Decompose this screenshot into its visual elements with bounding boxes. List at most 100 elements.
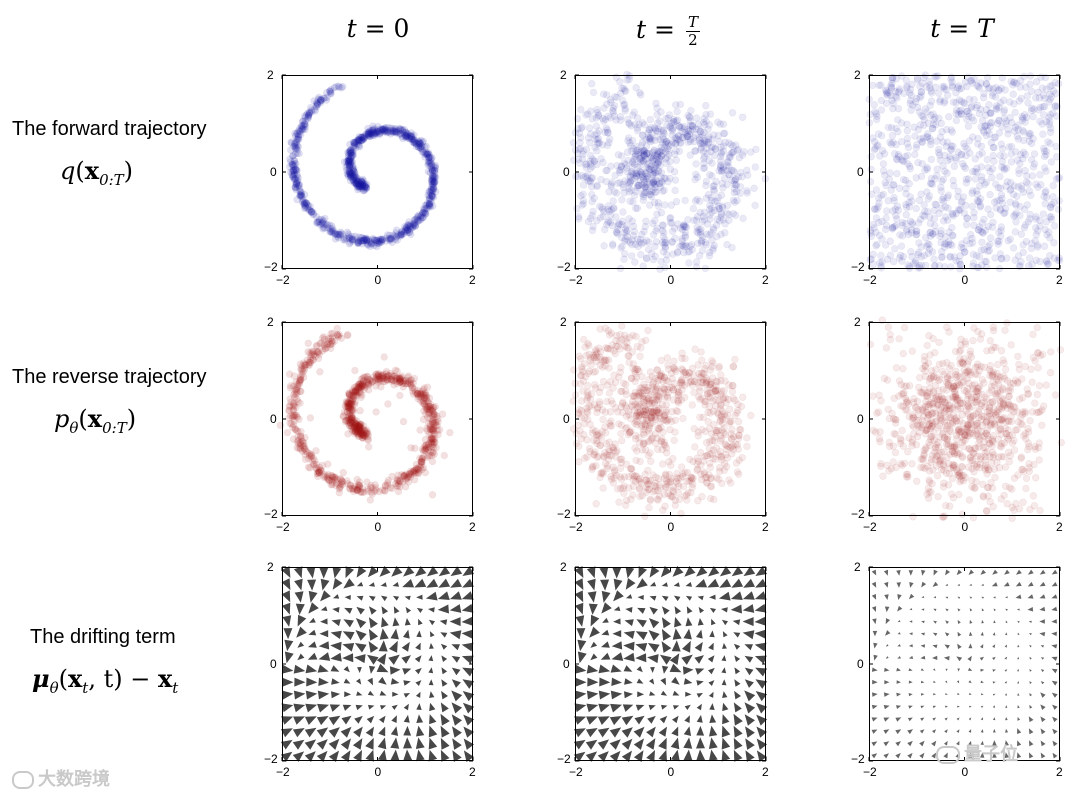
data-point (688, 125, 697, 134)
data-point (286, 419, 294, 428)
data-point (349, 146, 357, 154)
data-point (884, 196, 892, 205)
data-point (906, 89, 914, 97)
data-point (954, 193, 962, 201)
data-point (696, 197, 704, 205)
data-point (702, 110, 710, 119)
data-point (1039, 102, 1047, 111)
data-point (348, 406, 356, 415)
data-point (618, 322, 626, 330)
data-point (952, 116, 961, 125)
data-point (981, 111, 990, 119)
data-point (637, 148, 645, 156)
data-point (694, 229, 702, 237)
data-point (416, 143, 425, 152)
data-point (582, 351, 591, 360)
data-point (651, 180, 659, 188)
data-point (927, 87, 935, 95)
data-point (371, 236, 379, 244)
data-point (290, 162, 298, 170)
data-point (1036, 222, 1044, 230)
data-point (922, 133, 931, 141)
data-point (895, 184, 904, 193)
data-point (954, 110, 963, 119)
data-point (387, 130, 395, 138)
data-point (356, 406, 364, 415)
data-point (360, 236, 369, 245)
data-point (646, 166, 654, 174)
data-point (430, 167, 438, 175)
data-point (428, 165, 436, 173)
data-point (644, 175, 652, 183)
data-point (429, 178, 437, 186)
data-point (424, 167, 433, 176)
data-point (981, 122, 989, 130)
x-tick-mid: 0 (667, 520, 675, 534)
data-point (903, 139, 912, 148)
data-point (716, 417, 724, 426)
data-point (345, 157, 353, 165)
data-point (293, 388, 301, 397)
data-point (699, 164, 708, 173)
data-point (893, 215, 901, 223)
data-point (984, 84, 993, 93)
data-point (926, 219, 935, 228)
data-point (354, 238, 363, 247)
data-point (616, 178, 624, 187)
data-point (1041, 188, 1049, 197)
data-point (907, 229, 916, 237)
data-point (398, 134, 407, 142)
data-point (355, 137, 364, 145)
data-point (649, 169, 657, 177)
data-point (663, 121, 671, 129)
data-point (921, 105, 930, 113)
data-point (681, 354, 689, 363)
data-point (357, 177, 366, 185)
data-point (998, 194, 1006, 203)
data-point (636, 167, 645, 176)
data-point (356, 180, 364, 189)
data-point (695, 125, 703, 133)
data-point (1023, 113, 1031, 121)
data-point (622, 390, 631, 399)
data-point (592, 122, 600, 130)
data-point (308, 107, 316, 116)
data-point (346, 157, 354, 166)
data-point (358, 429, 366, 438)
data-point (406, 222, 414, 230)
data-point (424, 148, 433, 157)
row-math-reverse: pθ(x0:T) (54, 404, 137, 437)
data-point (343, 169, 351, 178)
data-point (428, 440, 436, 448)
data-point (427, 175, 436, 184)
data-point (721, 220, 729, 228)
data-point (623, 115, 632, 124)
data-point (678, 225, 687, 234)
data-point (912, 144, 920, 152)
data-point (664, 114, 673, 122)
data-point (1041, 94, 1049, 103)
data-point (926, 179, 935, 188)
data-point (355, 143, 364, 151)
y-tick-mid: 0 (270, 412, 277, 426)
data-point (633, 183, 642, 192)
data-point (752, 145, 760, 154)
data-point (937, 230, 945, 238)
data-point (927, 174, 936, 183)
data-point (368, 129, 377, 137)
data-point (1036, 170, 1044, 179)
data-point (940, 151, 949, 160)
data-point (624, 134, 633, 142)
data-point (977, 79, 985, 87)
data-point (704, 125, 712, 133)
data-point (286, 155, 294, 163)
data-point (345, 163, 354, 171)
data-point (579, 150, 587, 158)
data-point (422, 142, 431, 151)
data-point (624, 156, 632, 165)
data-point (650, 147, 658, 155)
data-point (684, 248, 692, 256)
data-point (939, 193, 948, 202)
data-point (308, 208, 317, 216)
data-point (345, 234, 353, 242)
